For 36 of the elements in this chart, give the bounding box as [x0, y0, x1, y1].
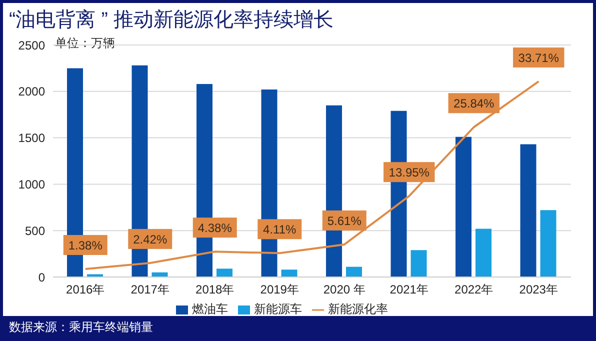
legend-label: 新能源车	[254, 302, 302, 316]
y-tick-label: 500	[24, 224, 46, 238]
x-tick-label: 2016年	[66, 282, 105, 297]
y-tick-label: 2500	[18, 38, 46, 52]
data-label: 1.38%	[68, 238, 103, 252]
bar	[456, 136, 472, 277]
y-tick-label: 1500	[18, 131, 46, 146]
bar	[346, 266, 362, 277]
data-label: 2.42%	[133, 232, 168, 246]
source-note: 数据来源：乘用车终端销量	[3, 316, 593, 338]
x-tick-label: 2022年	[454, 282, 494, 297]
bar	[520, 144, 536, 277]
bar	[476, 228, 492, 277]
bar	[87, 274, 103, 277]
data-label: 4.11%	[263, 222, 297, 237]
bar	[281, 270, 298, 277]
data-label: 13.95%	[388, 166, 430, 180]
data-label: 33.71%	[518, 50, 560, 65]
y-tick-label: 2000	[18, 84, 46, 99]
legend-label: 燃油车	[192, 302, 228, 316]
data-label: 4.38%	[198, 221, 232, 236]
x-tick-label: 2020 年	[323, 282, 366, 297]
x-tick-label: 2018年	[196, 282, 234, 297]
x-tick-label: 2023年	[519, 282, 558, 297]
y-tick-label: 0	[38, 270, 46, 284]
x-tick-label: 2019年	[260, 282, 299, 297]
x-tick-label: 2021年	[390, 282, 428, 297]
data-label: 5.61%	[327, 214, 362, 228]
y-tick-label: 1000	[18, 177, 46, 192]
x-tick-label: 2017年	[130, 282, 170, 297]
data-label: 25.84%	[454, 96, 495, 111]
legend-label: 新能源化率	[328, 302, 388, 316]
bar	[410, 250, 427, 277]
bar	[216, 268, 232, 277]
chart-title: “油电背离 ” 推动新能源化率持续增长	[8, 8, 334, 33]
bar	[540, 210, 556, 277]
